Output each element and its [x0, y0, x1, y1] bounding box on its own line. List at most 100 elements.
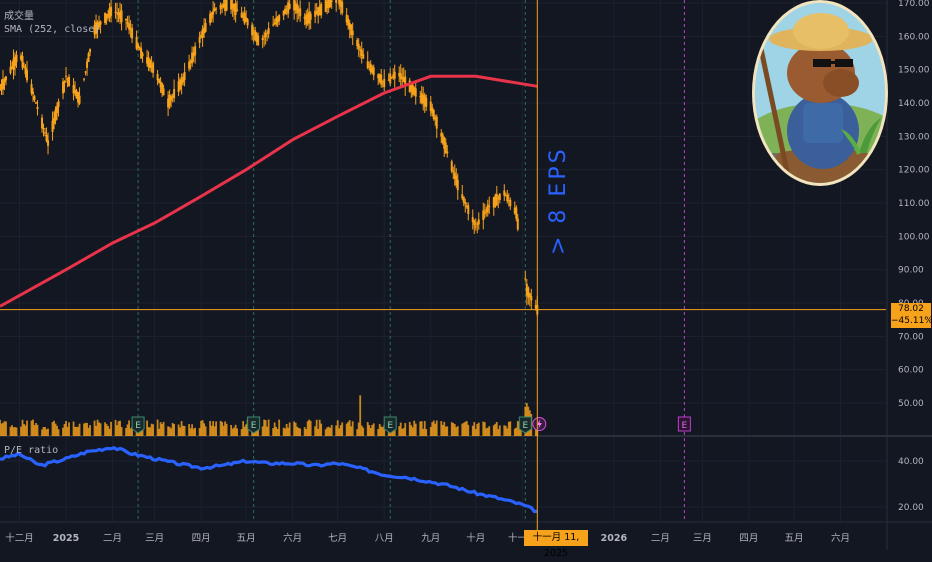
volume-bar — [326, 427, 329, 436]
time-tick-label: 三月 — [693, 533, 712, 544]
candle-body — [116, 12, 119, 14]
volume-bar — [23, 424, 25, 436]
volume-bar — [284, 428, 287, 436]
candle-body — [243, 12, 246, 24]
candle-body — [303, 16, 306, 19]
candle-body — [74, 89, 77, 94]
candle-body — [129, 28, 132, 31]
price-tick-label: 50.00 — [898, 399, 924, 409]
legend-sma: SMA (252, close) — [4, 24, 101, 35]
volume-bar — [0, 423, 3, 436]
candle-body — [35, 102, 38, 104]
volume-bar — [68, 422, 70, 436]
candle-body — [477, 219, 480, 225]
pe-ratio-line — [0, 446, 538, 514]
time-tick-label: 九月 — [421, 532, 440, 544]
candle-body — [329, 0, 332, 8]
candle-body — [456, 179, 459, 191]
candle-body — [99, 21, 102, 25]
candle-body — [152, 62, 155, 73]
candle-body — [261, 37, 264, 41]
volume-bar — [515, 427, 518, 436]
volume-bar — [467, 424, 470, 436]
volume-bar — [276, 428, 279, 436]
candle-body — [381, 81, 384, 83]
volume-bar — [356, 429, 359, 436]
candle-body — [341, 1, 344, 14]
volume-bar — [203, 423, 206, 436]
volume-bar — [96, 419, 99, 436]
price-tick-label: 100.00 — [898, 232, 930, 242]
volume-bar — [359, 395, 362, 436]
candle-body — [161, 83, 164, 93]
volume-bar — [425, 429, 428, 436]
volume-bar — [107, 426, 109, 436]
volume-bar — [116, 425, 118, 436]
candle-body — [350, 24, 353, 36]
candle-body — [419, 96, 422, 98]
candle-body — [434, 117, 437, 120]
volume-bar — [261, 426, 264, 436]
volume-bar — [471, 425, 474, 436]
candle-body — [282, 10, 285, 16]
volume-bar — [119, 420, 121, 436]
candle-body — [104, 12, 107, 24]
candle-body — [107, 13, 110, 16]
candle-body — [198, 37, 201, 43]
volume-bar — [41, 429, 43, 436]
candle-body — [177, 81, 180, 93]
volume-bar — [324, 429, 327, 436]
volume-bar — [180, 421, 183, 436]
volume-bar — [462, 422, 465, 436]
candle-body — [377, 74, 380, 79]
volume-bar — [33, 425, 36, 436]
volume-bar — [477, 422, 480, 436]
candle-body — [525, 283, 528, 296]
candle-body — [233, 3, 236, 12]
volume-bar — [63, 423, 66, 436]
price-tick-label: 170.00 — [898, 0, 930, 9]
candle-body — [474, 226, 477, 228]
candle-body — [9, 66, 12, 74]
candle-body — [131, 27, 134, 39]
candle-body — [285, 9, 288, 11]
volume-bar — [188, 424, 191, 436]
volume-bar — [51, 422, 54, 436]
volume-bar — [24, 425, 27, 436]
volume-bar — [393, 426, 396, 436]
volume-bar — [84, 422, 87, 436]
volume-bar — [461, 423, 464, 436]
volume-bar — [411, 427, 414, 436]
volume-bar — [191, 424, 194, 436]
volume-bar — [455, 427, 458, 436]
volume-bar — [315, 419, 318, 436]
candle-body — [95, 22, 98, 34]
volume-bar — [20, 426, 22, 436]
time-tick-label: 2026 — [601, 533, 628, 544]
volume-bar — [317, 428, 320, 436]
volume-bar — [222, 425, 225, 436]
chart-canvas[interactable]: 170.00 160.00 150.00 140.00 130.00 120.00 110.… — [0, 0, 932, 550]
candle-body — [320, 3, 323, 16]
candle-body — [12, 58, 15, 70]
candle-body — [77, 92, 80, 103]
candle-body — [234, 3, 237, 15]
volume-bar — [329, 427, 332, 436]
candle-body — [441, 134, 444, 144]
last-price-badge: 78.02 −45.11% — [891, 303, 932, 328]
candle-body — [236, 9, 239, 12]
volume-bar — [189, 428, 192, 436]
candle-body — [338, 0, 341, 5]
candle-body — [369, 63, 372, 73]
candle-body — [168, 95, 171, 107]
volume-bar — [219, 420, 222, 436]
candle-body — [473, 220, 476, 226]
candle-body — [11, 66, 14, 68]
volume-bar — [341, 422, 344, 436]
candle-body — [506, 194, 509, 202]
volume-bar — [497, 429, 500, 436]
volume-bar — [35, 422, 37, 436]
volume-bar — [36, 424, 39, 436]
volume-bar — [149, 427, 151, 436]
